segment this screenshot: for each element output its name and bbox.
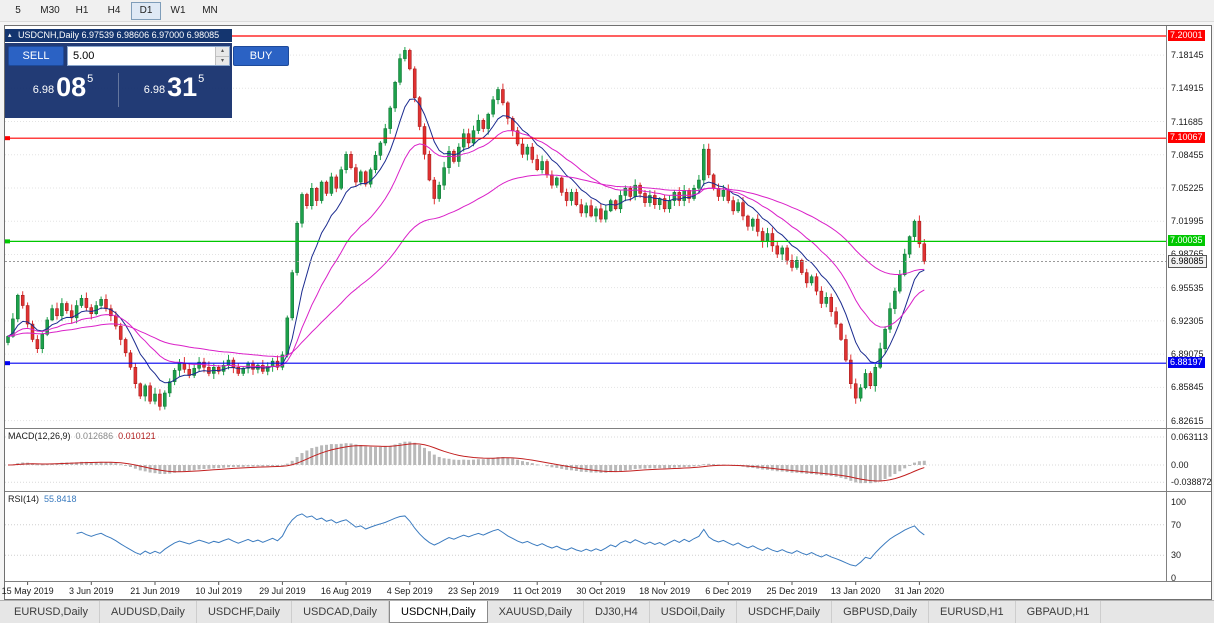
buy-price: 6.98 31 5: [119, 73, 229, 107]
timeframe-button-h1[interactable]: H1: [75, 5, 89, 16]
chart-tab-gbpusd-daily[interactable]: GBPUSD,Daily: [832, 601, 930, 623]
chart-tab-bar: EURUSD,Daily AUDUSD,Daily USDCHF,Daily USDC…: [0, 600, 1214, 623]
chart-tab-eurusd-daily[interactable]: EURUSD,Daily: [3, 601, 100, 623]
timeframe-toolbar: 5 M30 H1 H4 D1 W1 MN: [0, 0, 1214, 22]
volume-input[interactable]: [68, 47, 215, 65]
sell-button[interactable]: SELL: [8, 46, 64, 66]
timeframe-button-w1[interactable]: W1: [170, 5, 186, 16]
trade-panel-controls-row: SELL ▴ ▾ BUY: [8, 46, 289, 66]
buy-price-pip: 5: [198, 73, 205, 85]
trade-panel-price-row: 6.98 08 5 6.98 31 5: [8, 66, 229, 114]
one-click-trading-panel: SELL ▴ ▾ BUY 6.98 08 5 6.98 31 5: [5, 43, 289, 118]
timeframe-button-d1[interactable]: D1: [131, 1, 161, 20]
volume-increase-button[interactable]: ▴: [216, 47, 229, 57]
timeframe-button-mn[interactable]: MN: [202, 5, 218, 16]
buy-price-big: 31: [167, 72, 198, 102]
sell-price-big: 08: [56, 72, 87, 102]
chart-tab-xauusd-daily[interactable]: XAUUSD,Daily: [488, 601, 584, 623]
chart-tab-audusd-daily[interactable]: AUDUSD,Daily: [100, 601, 197, 623]
chart-plot-area[interactable]: [0, 0, 1214, 600]
price-divider: [118, 73, 119, 107]
sell-price-pip: 5: [87, 73, 94, 85]
timeframe-button-5[interactable]: 5: [15, 5, 21, 16]
chart-tab-usdchf-daily[interactable]: USDCHF,Daily: [737, 601, 833, 623]
buy-button[interactable]: BUY: [233, 46, 289, 66]
buy-price-prefix: 6.98: [143, 84, 166, 96]
volume-decrease-button[interactable]: ▾: [216, 56, 229, 65]
chart-tab-usdcad-daily[interactable]: USDCAD,Daily: [292, 601, 390, 623]
timeframe-button-m30[interactable]: M30: [40, 5, 60, 16]
sell-price-prefix: 6.98: [32, 84, 55, 96]
chart-tab-gbpaud-h1[interactable]: GBPAUD,H1: [1016, 601, 1102, 623]
timeframe-button-h4[interactable]: H4: [107, 5, 121, 16]
chart-tab-usdchf-daily[interactable]: USDCHF,Daily: [197, 601, 293, 623]
chart-tab-usdcnh-daily[interactable]: USDCNH,Daily: [389, 601, 488, 623]
volume-spinner[interactable]: ▴ ▾: [67, 46, 230, 66]
sell-price: 6.98 08 5: [8, 73, 118, 107]
volume-spin-buttons: ▴ ▾: [215, 47, 229, 65]
chart-tab-eurusd-h1[interactable]: EURUSD,H1: [929, 601, 1016, 623]
chart-tab-dj30-h4[interactable]: DJ30,H4: [584, 601, 650, 623]
chart-tab-usdoil-daily[interactable]: USDOil,Daily: [650, 601, 737, 623]
